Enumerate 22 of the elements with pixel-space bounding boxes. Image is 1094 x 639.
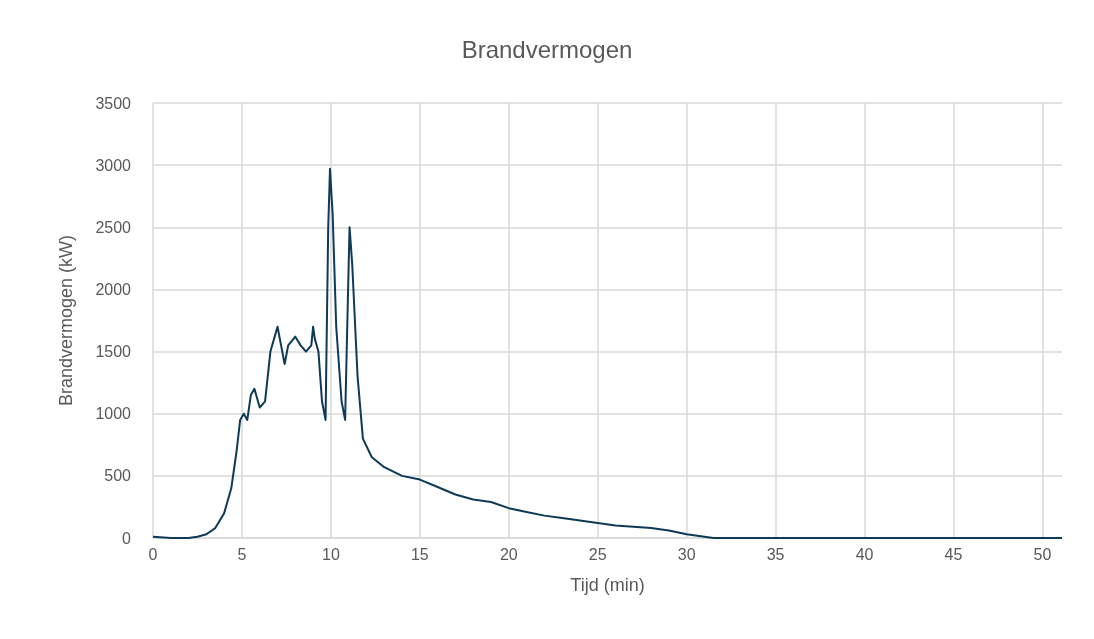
y-tick-label: 0 (122, 529, 132, 547)
x-tick-label: 35 (766, 545, 785, 563)
x-tick-label: 30 (677, 545, 696, 563)
chart-title: Brandvermogen (461, 35, 633, 63)
x-tick-label: 15 (410, 545, 429, 563)
x-tick-label: 25 (588, 545, 607, 563)
x-tick-label: 45 (944, 545, 963, 563)
y-tick-label: 1500 (95, 343, 132, 361)
y-tick-label: 3500 (95, 94, 132, 112)
y-tick-label: 500 (104, 467, 132, 485)
x-tick-label: 10 (321, 545, 340, 563)
x-tick-label: 40 (855, 545, 874, 563)
y-tick-label: 1000 (95, 405, 132, 423)
x-axis-title: Tijd (min) (570, 575, 645, 595)
x-tick-label: 5 (237, 545, 247, 563)
y-tick-label: 3000 (95, 156, 132, 174)
x-tick-label: 50 (1033, 545, 1052, 563)
y-axis-title: Brandvermogen (kW) (56, 234, 76, 407)
y-tick-label: 2500 (95, 218, 132, 236)
x-tick-label: 0 (148, 545, 158, 563)
y-tick-label: 2000 (95, 280, 132, 298)
x-tick-label: 20 (499, 545, 518, 563)
